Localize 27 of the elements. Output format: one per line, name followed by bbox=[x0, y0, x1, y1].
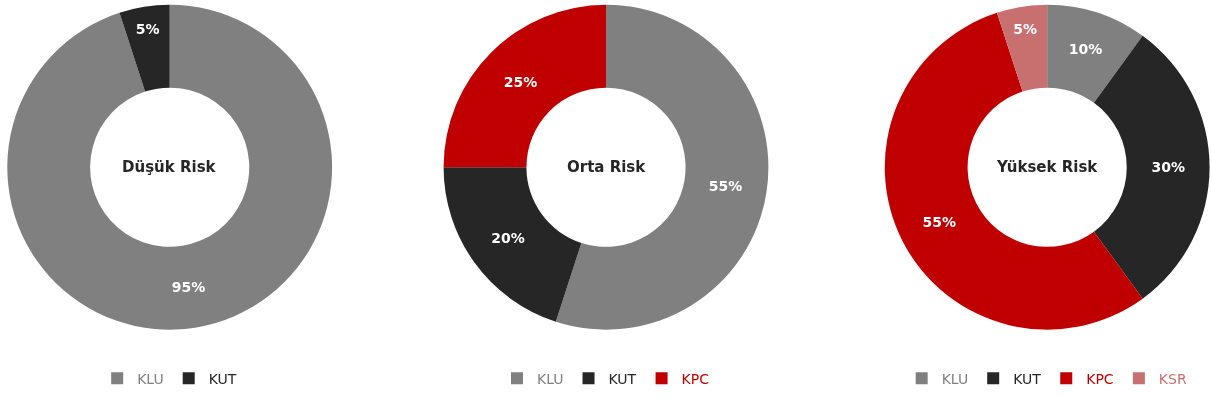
donut-slice bbox=[7, 4, 333, 330]
donut-slice bbox=[996, 4, 1048, 92]
data-label: 25% bbox=[503, 73, 538, 90]
donut-slice bbox=[119, 4, 170, 92]
legend-label: KLU bbox=[941, 370, 969, 387]
text: Orta Risk bbox=[567, 158, 647, 176]
data-label: 5% bbox=[135, 20, 160, 37]
text: Yüksek Risk bbox=[996, 158, 1099, 176]
donut-slice bbox=[884, 12, 1143, 330]
data-label: 95% bbox=[171, 278, 206, 295]
data-label: 20% bbox=[491, 230, 525, 247]
legend-label: KPC bbox=[1086, 370, 1114, 387]
legend-label: KLU bbox=[137, 370, 164, 387]
donut-slice bbox=[1047, 4, 1143, 103]
text: Düşük Risk bbox=[122, 158, 217, 176]
legend-label: KSR bbox=[1158, 370, 1187, 387]
data-label: 10% bbox=[1068, 41, 1103, 58]
data-label: 55% bbox=[708, 178, 743, 195]
legend-label: KLU bbox=[537, 370, 564, 387]
data-label: 55% bbox=[922, 214, 957, 231]
data-label: 30% bbox=[1151, 159, 1185, 176]
legend-label: KUT bbox=[1013, 370, 1042, 387]
legend-label: KUT bbox=[208, 370, 237, 387]
legend-label: KUT bbox=[608, 370, 637, 387]
legend-label: KPC bbox=[681, 370, 710, 387]
data-label: 5% bbox=[1013, 20, 1038, 37]
donut-slice bbox=[555, 4, 769, 330]
